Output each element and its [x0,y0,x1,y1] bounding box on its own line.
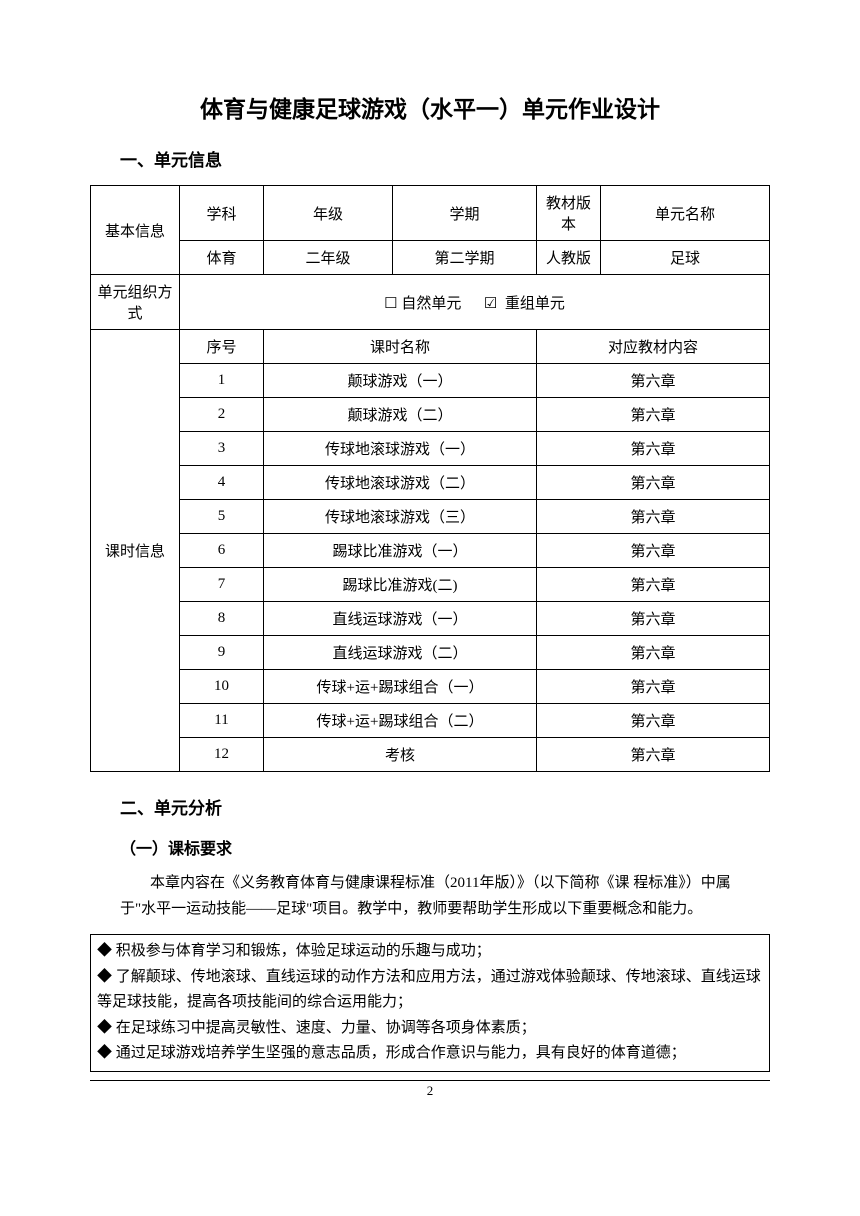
table-row: 3传球地滚球游戏（一）第六章 [91,432,770,466]
bullets-cell: 积极参与体育学习和锻炼，体验足球运动的乐趣与成功； 了解颠球、传地滚球、直线运球… [91,935,770,1072]
section1-heading: 一、单元信息 [120,146,770,171]
org-option2-label: 重组单元 [505,296,565,312]
table-row: 课时信息 序号 课时名称 对应教材内容 [91,330,770,364]
table-row: 8直线运球游戏（一）第六章 [91,602,770,636]
col-unitname: 单元名称 [601,186,770,241]
table-row: 9直线运球游戏（二）第六章 [91,636,770,670]
table-row: 2颠球游戏（二）第六章 [91,398,770,432]
bullet-item: 在足球练习中提高灵敏性、速度、力量、协调等各项身体素质； [97,1020,536,1036]
col-grade: 年级 [264,186,393,241]
table-row: 6踢球比准游戏（一）第六章 [91,534,770,568]
col-semester: 学期 [393,186,537,241]
col-lesson-content: 对应教材内容 [537,330,770,364]
checkbox-unchecked-icon: ☐ [384,296,401,312]
col-subject: 学科 [180,186,264,241]
table-row: 单元组织方式 ☐ 自然单元 ☑ 重组单元 [91,275,770,330]
table-row: 7踢球比准游戏(二)第六章 [91,568,770,602]
sub-heading: （一）课标要求 [120,835,770,859]
bullet-item: 积极参与体育学习和锻炼，体验足球运动的乐趣与成功； [97,943,491,959]
table-row: 12考核第六章 [91,738,770,772]
bullet-item: 通过足球游戏培养学生坚强的意志品质，形成合作意识与能力，具有良好的体育道德； [97,1045,686,1061]
cell-subject: 体育 [180,241,264,275]
col-lesson-num: 序号 [180,330,264,364]
col-lesson-name: 课时名称 [264,330,537,364]
table-row: 4传球地滚球游戏（二）第六章 [91,466,770,500]
lesson-info-label: 课时信息 [91,330,180,772]
cell-grade: 二年级 [264,241,393,275]
bullet-item: 了解颠球、传地滚球、直线运球的动作方法和应用方法，通过游戏体验颠球、传地滚球、直… [97,969,761,1011]
table-row: 11传球+运+踢球组合（二）第六章 [91,704,770,738]
checkbox-checked-icon: ☑ [484,296,501,312]
page-number: 2 [90,1080,770,1099]
page-title: 体育与健康足球游戏（水平一）单元作业设计 [90,90,770,124]
cell-unitname: 足球 [601,241,770,275]
basic-info-label: 基本信息 [91,186,180,275]
col-textbook: 教材版本 [537,186,601,241]
body-paragraph: 本章内容在《义务教育体育与健康课程标准（2011年版）》（以下简称《课 程标准》… [120,871,740,922]
bullets-table: 积极参与体育学习和锻炼，体验足球运动的乐趣与成功； 了解颠球、传地滚球、直线运球… [90,934,770,1072]
cell-textbook: 人教版 [537,241,601,275]
unit-info-table: 基本信息 学科 年级 学期 教材版本 单元名称 体育 二年级 第二学期 人教版 … [90,185,770,772]
org-options: ☐ 自然单元 ☑ 重组单元 [180,275,770,330]
table-row: 基本信息 学科 年级 学期 教材版本 单元名称 [91,186,770,241]
cell-semester: 第二学期 [393,241,537,275]
org-label: 单元组织方式 [91,275,180,330]
section2-heading: 二、单元分析 [120,794,770,819]
table-row: 1颠球游戏（一）第六章 [91,364,770,398]
table-row: 体育 二年级 第二学期 人教版 足球 [91,241,770,275]
table-row: 5传球地滚球游戏（三）第六章 [91,500,770,534]
org-option1-label: 自然单元 [401,296,461,312]
table-row: 10传球+运+踢球组合（一）第六章 [91,670,770,704]
